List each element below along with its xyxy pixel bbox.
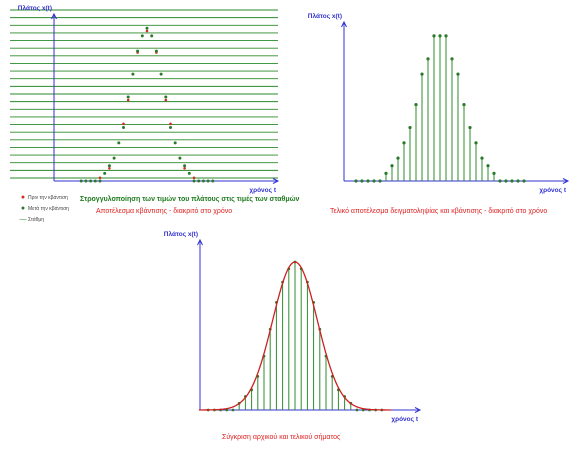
final-y-arrow-icon <box>341 20 347 28</box>
final-y-axis-label: Πλάτος x(t) <box>308 12 342 20</box>
legend-levels-label: Στάθμη <box>28 216 45 223</box>
final-sample-marker <box>402 141 406 145</box>
sample-after-marker <box>150 34 154 38</box>
sample-before-marker <box>98 176 102 180</box>
sample-after-marker <box>117 141 121 145</box>
sample-after-marker <box>183 164 187 168</box>
quantization-legend: ● Πριν την κβάντιση ● Μετά την κβάντιση … <box>18 192 69 225</box>
sample-after-marker <box>206 179 210 183</box>
level-line-icon: — <box>19 216 27 223</box>
final-sample-marker <box>378 179 382 183</box>
sample-after-marker <box>98 179 102 183</box>
legend-after: ● Μετά την κβάντιση <box>18 203 69 214</box>
sample-after-marker <box>169 126 172 130</box>
final-sample-marker <box>462 103 466 107</box>
sample-after-marker <box>145 26 149 30</box>
legend-levels: — Στάθμη <box>18 214 69 225</box>
final-sample-marker <box>426 57 430 61</box>
final-sample-marker <box>468 125 472 130</box>
final-sample-marker <box>360 179 364 183</box>
final-sample-marker <box>504 179 508 183</box>
comparison-caption: Σύγκριση αρχικού και τελικού σήματος <box>222 434 341 441</box>
final-sample-marker <box>498 179 502 183</box>
sample-after-marker <box>140 34 144 38</box>
legend-after-label: Μετά την κβάντιση <box>28 205 69 212</box>
sample-after-marker <box>173 141 177 145</box>
sample-after-marker <box>79 179 83 183</box>
after-marker-icon: ● <box>20 205 26 212</box>
sample-before-marker <box>192 176 196 180</box>
final-x-arrow-icon <box>562 178 570 184</box>
quantization-result-caption: Αποτέλεσμα κβάντισης - διακριτό στο χρόν… <box>96 208 233 215</box>
final-sample-marker <box>492 171 496 175</box>
quantization-caption: Στρογγυλοποίηση των τιμών του πλάτους στ… <box>80 196 300 203</box>
legend-before-label: Πριν την κβάντιση <box>28 194 68 201</box>
sample-before-marker <box>108 167 111 170</box>
sample-after-marker <box>136 49 140 53</box>
sample-before-marker <box>183 167 186 170</box>
sample-before-marker <box>164 98 168 102</box>
sample-after-marker <box>89 179 93 183</box>
final-sample-marker <box>372 179 376 183</box>
quantization-x-arrow-icon <box>272 178 280 184</box>
comparison-y-arrow-icon <box>197 238 203 246</box>
final-sample-marker <box>480 156 484 160</box>
final-x-axis-label: χρόνος t <box>539 187 567 194</box>
sample-after-marker <box>154 49 158 53</box>
sample-after-marker <box>107 164 111 168</box>
final-sample-marker <box>522 179 526 183</box>
final-sample-marker <box>438 34 442 38</box>
final-sample-marker <box>456 72 460 76</box>
sample-after-marker <box>211 179 215 183</box>
comparison-sample-marker <box>355 408 359 412</box>
sample-after-marker <box>103 171 107 175</box>
final-sample-marker <box>396 156 400 160</box>
final-sample-marker <box>420 72 424 76</box>
comparison-x-arrow-icon <box>414 407 422 413</box>
final-sample-marker <box>510 179 514 183</box>
sample-before-marker <box>126 98 130 102</box>
sample-after-marker <box>93 179 97 183</box>
final-sample-marker <box>432 34 436 38</box>
sample-after-marker <box>159 72 163 76</box>
quantization-x-axis-label: χρόνος t <box>249 187 277 194</box>
sample-after-marker <box>178 156 182 160</box>
final-sample-marker <box>366 179 370 183</box>
sample-before-marker <box>169 122 172 126</box>
final-sample-marker <box>450 57 454 61</box>
sample-after-marker <box>197 179 201 183</box>
sample-after-marker <box>112 156 116 160</box>
comparison-y-axis-label: Πλάτος x(t) <box>164 230 198 238</box>
before-marker-icon: ● <box>20 194 26 201</box>
final-sample-marker <box>390 164 394 168</box>
comparison-sample-marker <box>231 408 235 412</box>
sample-after-marker <box>187 171 191 175</box>
sample-before-marker <box>122 122 125 126</box>
original-signal-curve <box>198 261 392 411</box>
final-caption: Τελικό αποτέλεσμα δειγματοληψίας και κβά… <box>330 208 548 215</box>
final-sample-marker <box>474 141 478 145</box>
legend-before: ● Πριν την κβάντιση <box>18 192 69 203</box>
quantization-y-arrow-icon <box>51 12 57 20</box>
sample-after-marker <box>192 179 196 183</box>
quantization-y-axis-label: Πλάτος x(t) <box>18 4 52 12</box>
final-sample-marker <box>486 164 490 168</box>
final-sample-marker <box>444 34 448 38</box>
final-sample-marker <box>408 125 412 130</box>
sample-after-marker <box>201 179 205 183</box>
final-sample-marker <box>414 103 418 107</box>
sample-after-marker <box>126 95 130 99</box>
final-sample-marker <box>354 179 358 183</box>
final-sample-marker <box>384 171 388 175</box>
sample-after-marker <box>122 126 125 130</box>
final-sample-marker <box>516 179 520 183</box>
comparison-x-axis-label: χρόνος t <box>391 416 419 423</box>
sample-after-marker <box>84 179 88 183</box>
sample-after-marker <box>131 72 135 76</box>
sample-after-marker <box>164 95 168 99</box>
sample-before-marker <box>145 29 149 33</box>
